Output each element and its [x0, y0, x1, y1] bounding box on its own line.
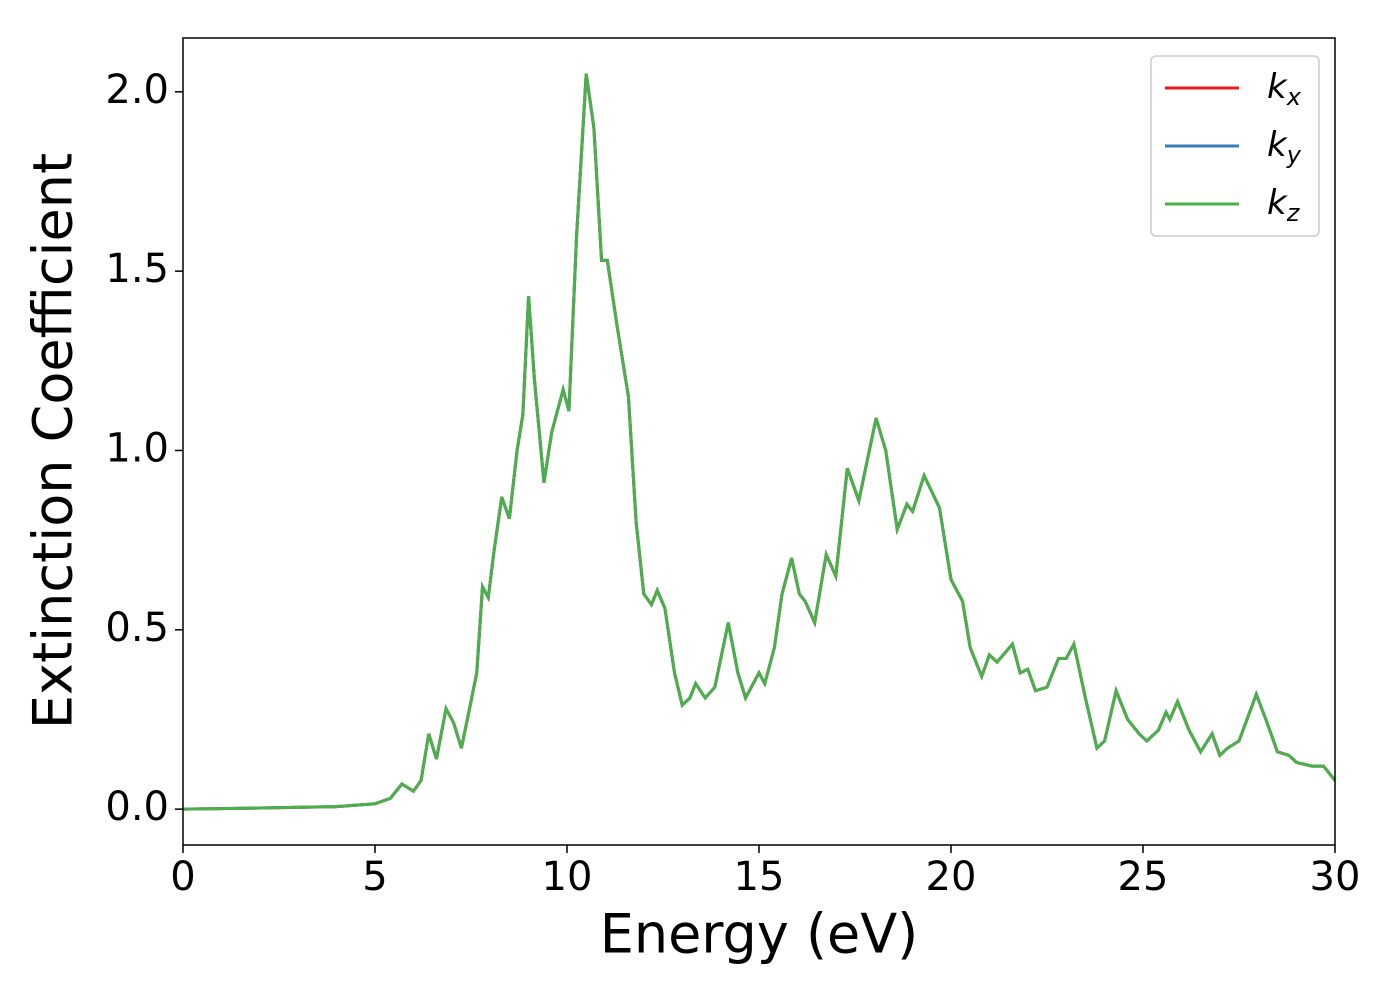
x-tick-label: 0 [170, 854, 195, 900]
y-tick-label: 0.0 [105, 784, 169, 830]
y-tick-label: 0.5 [105, 605, 169, 651]
y-tick-label: 2.0 [105, 67, 169, 113]
y-tick-label: 1.0 [105, 425, 169, 471]
x-tick-label: 5 [362, 854, 387, 900]
data-line [183, 73, 1335, 811]
y-axis-label: Extinction Coefficient [22, 153, 85, 729]
x-tick-label: 25 [1118, 854, 1169, 900]
x-tick-label: 20 [926, 854, 977, 900]
x-tick-label: 10 [542, 854, 593, 900]
legend-label: kz [1267, 183, 1301, 228]
legend-label: ky [1267, 125, 1302, 170]
x-tick-label: 30 [1310, 854, 1361, 900]
y-tick-label: 1.5 [105, 246, 169, 292]
plot-frame [182, 37, 1336, 846]
x-axis-label: Energy (eV) [600, 903, 919, 966]
x-tick-label: 15 [734, 854, 785, 900]
legend-label: kx [1267, 67, 1302, 112]
